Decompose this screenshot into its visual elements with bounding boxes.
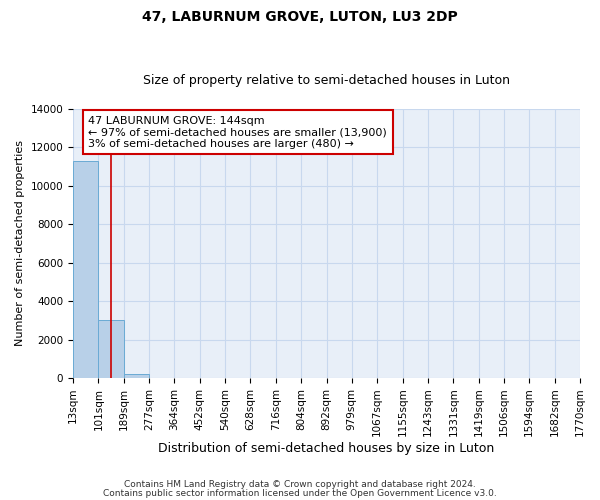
Text: Contains HM Land Registry data © Crown copyright and database right 2024.: Contains HM Land Registry data © Crown c… xyxy=(124,480,476,489)
Y-axis label: Number of semi-detached properties: Number of semi-detached properties xyxy=(15,140,25,346)
Bar xyxy=(73,161,98,378)
Title: Size of property relative to semi-detached houses in Luton: Size of property relative to semi-detach… xyxy=(143,74,510,87)
Text: 47, LABURNUM GROVE, LUTON, LU3 2DP: 47, LABURNUM GROVE, LUTON, LU3 2DP xyxy=(142,10,458,24)
X-axis label: Distribution of semi-detached houses by size in Luton: Distribution of semi-detached houses by … xyxy=(158,442,494,455)
Bar xyxy=(124,374,149,378)
Bar xyxy=(98,320,124,378)
Text: 47 LABURNUM GROVE: 144sqm
← 97% of semi-detached houses are smaller (13,900)
3% : 47 LABURNUM GROVE: 144sqm ← 97% of semi-… xyxy=(88,116,387,149)
Text: Contains public sector information licensed under the Open Government Licence v3: Contains public sector information licen… xyxy=(103,488,497,498)
